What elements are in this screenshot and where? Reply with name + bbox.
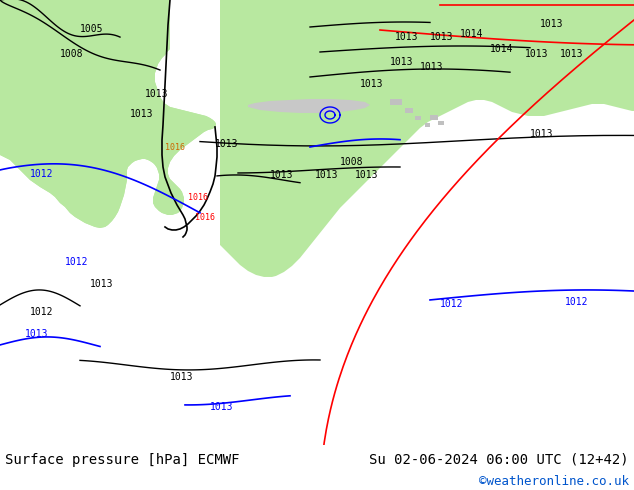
Text: ©weatheronline.co.uk: ©weatheronline.co.uk bbox=[479, 475, 629, 489]
Text: 1013: 1013 bbox=[145, 89, 169, 99]
Text: Surface pressure [hPa] ECMWF: Surface pressure [hPa] ECMWF bbox=[5, 453, 240, 467]
Text: 1013: 1013 bbox=[540, 19, 564, 29]
Text: 1012: 1012 bbox=[30, 307, 53, 317]
Text: Su 02-06-2024 06:00 UTC (12+42): Su 02-06-2024 06:00 UTC (12+42) bbox=[370, 453, 629, 467]
Text: 1013: 1013 bbox=[560, 49, 583, 59]
Text: 1012: 1012 bbox=[30, 169, 53, 179]
Text: 1013: 1013 bbox=[360, 79, 384, 89]
Polygon shape bbox=[438, 121, 444, 125]
Text: 1013: 1013 bbox=[270, 170, 294, 180]
Text: 1013: 1013 bbox=[395, 32, 418, 42]
Text: 1008: 1008 bbox=[60, 49, 84, 59]
Polygon shape bbox=[220, 0, 634, 277]
Text: 1013: 1013 bbox=[25, 329, 48, 339]
Text: 1016: 1016 bbox=[195, 213, 215, 222]
Text: 1016: 1016 bbox=[165, 143, 185, 152]
Text: 1013: 1013 bbox=[210, 402, 233, 412]
Text: 1016: 1016 bbox=[188, 193, 208, 202]
Text: 1008: 1008 bbox=[340, 157, 363, 167]
Text: 1014: 1014 bbox=[460, 29, 484, 39]
Polygon shape bbox=[430, 115, 438, 120]
Polygon shape bbox=[415, 116, 421, 120]
Text: 1013: 1013 bbox=[430, 32, 453, 42]
Text: 1014: 1014 bbox=[490, 44, 514, 54]
Polygon shape bbox=[510, 0, 598, 115]
Polygon shape bbox=[0, 0, 216, 228]
Polygon shape bbox=[0, 0, 216, 228]
Text: 1013: 1013 bbox=[355, 170, 378, 180]
Text: 1013: 1013 bbox=[215, 139, 238, 149]
Polygon shape bbox=[390, 99, 402, 105]
Text: 1012: 1012 bbox=[440, 299, 463, 309]
Text: 1013: 1013 bbox=[130, 109, 153, 119]
Text: 1005: 1005 bbox=[80, 24, 103, 34]
Text: 1013: 1013 bbox=[315, 170, 339, 180]
Text: 1013: 1013 bbox=[530, 129, 553, 139]
Text: 1012: 1012 bbox=[565, 297, 588, 307]
Text: 1013: 1013 bbox=[390, 57, 413, 67]
Text: 1013: 1013 bbox=[90, 279, 113, 289]
Text: 1012: 1012 bbox=[65, 257, 89, 267]
Polygon shape bbox=[425, 123, 430, 127]
Text: 1013: 1013 bbox=[525, 49, 548, 59]
Text: 1013: 1013 bbox=[420, 62, 444, 72]
Text: 1013: 1013 bbox=[170, 372, 193, 382]
Polygon shape bbox=[405, 108, 413, 113]
Polygon shape bbox=[248, 99, 370, 113]
